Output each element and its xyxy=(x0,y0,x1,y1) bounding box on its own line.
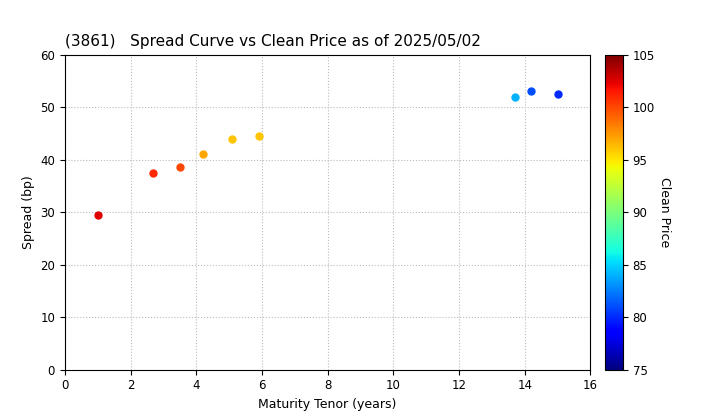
Point xyxy=(148,169,159,176)
Y-axis label: Clean Price: Clean Price xyxy=(658,177,672,247)
Point xyxy=(92,211,104,218)
Point xyxy=(253,133,264,139)
Text: (3861)   Spread Curve vs Clean Price as of 2025/05/02: (3861) Spread Curve vs Clean Price as of… xyxy=(65,34,481,49)
Point xyxy=(227,135,238,142)
Point xyxy=(197,151,209,158)
Point xyxy=(526,88,537,95)
Point xyxy=(174,164,186,171)
X-axis label: Maturity Tenor (years): Maturity Tenor (years) xyxy=(258,398,397,411)
Point xyxy=(552,91,563,97)
Point xyxy=(509,93,521,100)
Y-axis label: Spread (bp): Spread (bp) xyxy=(22,175,35,249)
